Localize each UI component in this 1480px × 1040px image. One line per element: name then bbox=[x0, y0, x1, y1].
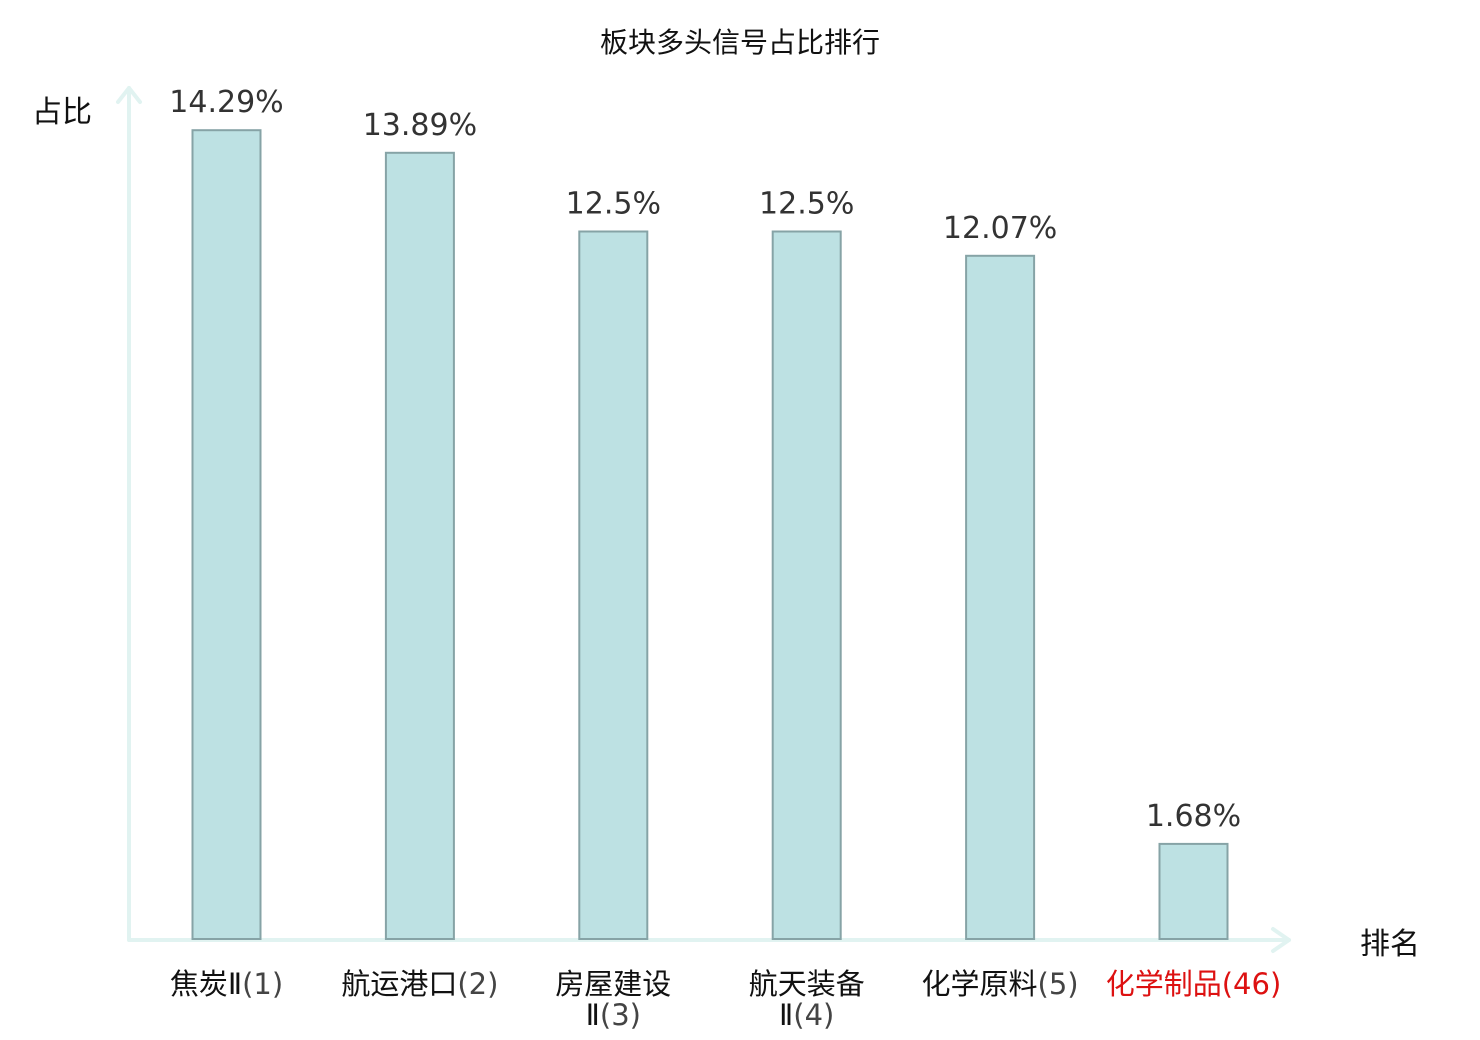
y-axis-title: 占比 bbox=[32, 95, 92, 130]
x-tick-label-name-line2: Ⅱ bbox=[586, 998, 600, 1032]
x-tick-label-name: 化学原料 bbox=[922, 967, 1038, 1001]
data-label: 12.07% bbox=[943, 211, 1057, 246]
x-tick-label-rank: (5) bbox=[1038, 967, 1079, 1001]
x-tick-label: 焦炭Ⅱ(1) bbox=[170, 967, 283, 1001]
data-label: 1.68% bbox=[1146, 799, 1241, 834]
x-axis-title: 排名 bbox=[1360, 927, 1420, 962]
x-tick-label-name: 化学制品 bbox=[1106, 967, 1222, 1001]
data-label: 12.5% bbox=[759, 187, 854, 222]
svg-text:化学原料(5): 化学原料(5) bbox=[922, 967, 1079, 1001]
x-tick-label-rank: (46) bbox=[1222, 967, 1282, 1001]
x-tick-label-name: 房屋建设 bbox=[555, 967, 671, 1001]
bar bbox=[384, 151, 455, 941]
x-tick-label-name: 航运港口 bbox=[341, 967, 457, 1001]
bar bbox=[1158, 842, 1229, 941]
bar bbox=[191, 129, 262, 940]
svg-text:焦炭Ⅱ(1): 焦炭Ⅱ(1) bbox=[170, 967, 283, 1001]
bar bbox=[771, 230, 842, 940]
svg-text:化学制品(46): 化学制品(46) bbox=[1106, 967, 1282, 1001]
x-tick-label-rank: (1) bbox=[242, 967, 283, 1001]
x-tick-label-name: 航天装备 bbox=[749, 967, 865, 1001]
x-tick-label-rank: Ⅱ(4) bbox=[779, 998, 834, 1032]
data-label: 13.89% bbox=[363, 108, 477, 143]
x-tick-label-rank: (2) bbox=[457, 967, 498, 1001]
svg-text:航运港口(2): 航运港口(2) bbox=[341, 967, 498, 1001]
data-label: 12.5% bbox=[566, 187, 661, 222]
bars-layer bbox=[191, 129, 1229, 941]
x-tick-label: 化学制品(46) bbox=[1106, 967, 1282, 1001]
value-labels-layer: 14.29% 13.89% 12.5% 12.5% 12.07% 1.68% bbox=[169, 85, 1241, 834]
x-tick-label-name-line2: Ⅱ bbox=[779, 998, 793, 1032]
x-tick-label: 航运港口(2) bbox=[341, 967, 498, 1001]
x-tick-label: 化学原料(5) bbox=[922, 967, 1079, 1001]
data-label: 14.29% bbox=[169, 85, 283, 120]
x-tick-label-name: 焦炭Ⅱ bbox=[170, 967, 242, 1001]
x-tick-label-rank-value: (3) bbox=[600, 998, 641, 1032]
x-tick-label-rank: Ⅱ(3) bbox=[586, 998, 641, 1032]
bar bbox=[965, 254, 1036, 941]
x-axis-arrowhead bbox=[1271, 927, 1291, 953]
x-tick-label-rank-value: (4) bbox=[793, 998, 834, 1032]
bar bbox=[578, 230, 649, 940]
chart-title: 板块多头信号占比排行 bbox=[600, 26, 880, 59]
